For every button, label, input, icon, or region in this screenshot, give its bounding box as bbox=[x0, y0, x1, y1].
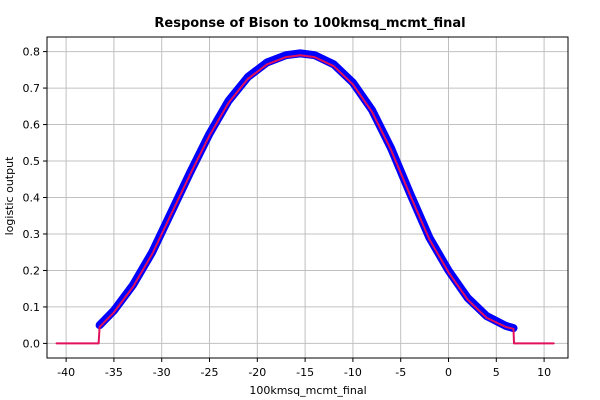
y-tick-label: 0.0 bbox=[23, 337, 41, 350]
x-tick-label: 0 bbox=[445, 366, 452, 379]
x-axis-label: 100kmsq_mcmt_final bbox=[249, 384, 366, 397]
x-tick-label: -30 bbox=[153, 366, 171, 379]
x-tick-label: -15 bbox=[296, 366, 314, 379]
y-tick-label: 0.7 bbox=[23, 82, 41, 95]
chart-title: Response of Bison to 100kmsq_mcmt_final bbox=[154, 16, 465, 31]
plot-area: -40 -35 -30 -25 -20 -15 -10 -5 0 5 10 0.0 0.1 0.2 0.3 0… bbox=[23, 36, 569, 379]
x-tick-label: -10 bbox=[344, 366, 362, 379]
y-tick-label: 0.5 bbox=[23, 155, 41, 168]
y-tick-label: 0.2 bbox=[23, 264, 41, 277]
y-tick-label: 0.6 bbox=[23, 119, 41, 132]
x-tick-label: -40 bbox=[57, 366, 75, 379]
x-tick-label: -20 bbox=[248, 366, 266, 379]
y-tick-label: 0.1 bbox=[23, 301, 41, 314]
y-axis-label: logistic output bbox=[3, 156, 16, 235]
y-tick-label: 0.3 bbox=[23, 228, 41, 241]
series-mean-line bbox=[55, 54, 555, 345]
x-tick-label: -35 bbox=[105, 366, 123, 379]
x-tick-label: -25 bbox=[201, 366, 219, 379]
x-tick-label: 5 bbox=[493, 366, 500, 379]
x-tick-label: -5 bbox=[395, 366, 406, 379]
y-tick-label: 0.4 bbox=[23, 192, 41, 205]
x-tick-label: 10 bbox=[537, 366, 551, 379]
y-tick-label: 0.8 bbox=[23, 46, 41, 59]
